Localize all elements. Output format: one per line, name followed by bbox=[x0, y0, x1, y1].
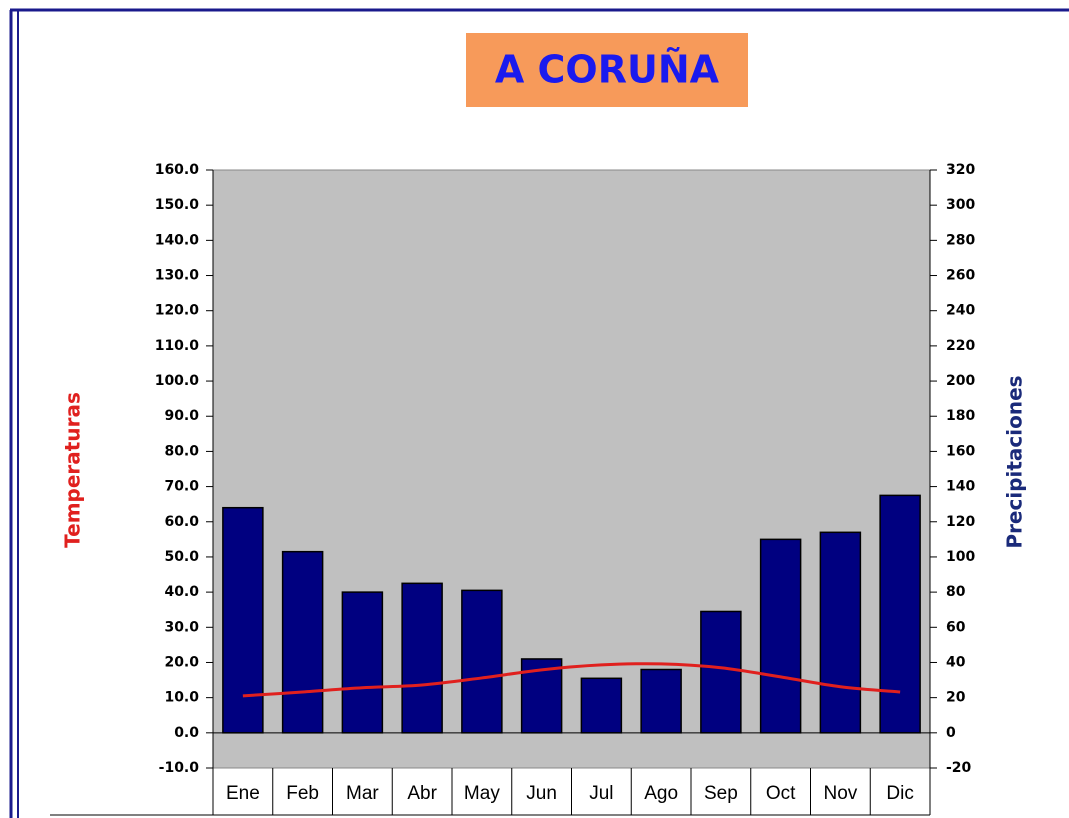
x-tick-label: Jul bbox=[589, 783, 613, 804]
y2-tick-label: 20 bbox=[946, 690, 966, 706]
temperature-line bbox=[242, 662, 901, 698]
x-tick-label: Jun bbox=[526, 783, 557, 804]
x-tick-label: Ago bbox=[644, 783, 678, 804]
x-tick-label: Mar bbox=[346, 783, 379, 804]
x-tick-label: Sep bbox=[704, 783, 738, 804]
y2-tick-label: 220 bbox=[946, 338, 975, 354]
bar bbox=[341, 591, 384, 734]
bar bbox=[580, 677, 623, 734]
y-tick-label: 140.0 bbox=[155, 232, 200, 248]
y-tick-label: 110.0 bbox=[155, 338, 200, 354]
y-tick-label: 100.0 bbox=[155, 373, 200, 389]
y2-tick-label: 120 bbox=[946, 514, 975, 530]
x-tick-label: Feb bbox=[286, 783, 319, 804]
bar bbox=[222, 506, 264, 734]
y-tick-label: 120.0 bbox=[155, 303, 200, 319]
y-tick-label: 90.0 bbox=[164, 408, 199, 424]
x-tick-label: Abr bbox=[407, 783, 437, 804]
y2-tick-label: 240 bbox=[946, 303, 975, 319]
x-tick-label: May bbox=[464, 783, 500, 804]
y2-tick-label: 80 bbox=[946, 584, 966, 600]
y-tick-label: 60.0 bbox=[164, 514, 199, 530]
y-tick-label: 50.0 bbox=[164, 549, 199, 565]
bar bbox=[281, 550, 324, 734]
y2-tick-label: 0 bbox=[946, 725, 956, 741]
y2-tick-label: 180 bbox=[946, 408, 975, 424]
x-tick-label: Oct bbox=[766, 783, 796, 804]
y-tick-label: 10.0 bbox=[164, 690, 199, 706]
y2-tick-label: 320 bbox=[946, 162, 975, 178]
y-tick-label: 20.0 bbox=[164, 654, 199, 670]
y2-tick-label: 200 bbox=[946, 373, 975, 389]
y2-tick-label: -20 bbox=[946, 760, 972, 776]
y2-tick-label: 60 bbox=[946, 619, 966, 635]
y-tick-label: 0.0 bbox=[174, 725, 199, 741]
y-tick-label: -10.0 bbox=[159, 760, 200, 776]
bar bbox=[401, 582, 443, 734]
y2-tick-label: 40 bbox=[946, 654, 966, 670]
y-tick-label: 150.0 bbox=[155, 197, 200, 213]
chart-title: A CORUÑA bbox=[495, 48, 720, 92]
y2-tick-label: 100 bbox=[946, 549, 975, 565]
y-tick-label: 80.0 bbox=[164, 443, 199, 459]
x-tick-label: Dic bbox=[886, 783, 913, 804]
bar bbox=[759, 538, 802, 734]
bar bbox=[819, 531, 862, 734]
y2-tick-label: 300 bbox=[946, 197, 975, 213]
y-tick-label: 40.0 bbox=[164, 584, 199, 600]
y2-tick-label: 260 bbox=[946, 268, 975, 284]
title-box bbox=[466, 33, 748, 107]
bar bbox=[461, 589, 503, 734]
y2-axis-label: Precipitaciones bbox=[1003, 375, 1027, 548]
y-tick-label: 160.0 bbox=[155, 162, 200, 178]
bar bbox=[879, 494, 921, 734]
y-tick-label: 130.0 bbox=[155, 268, 200, 284]
x-tick-label: Nov bbox=[823, 783, 857, 804]
y2-tick-label: 280 bbox=[946, 232, 975, 248]
y-tick-label: 30.0 bbox=[164, 619, 199, 635]
bar bbox=[640, 668, 682, 734]
y-tick-label: 70.0 bbox=[164, 479, 199, 495]
bar bbox=[700, 610, 742, 734]
y-axis-label: Temperaturas bbox=[61, 392, 85, 548]
y2-tick-label: 160 bbox=[946, 443, 975, 459]
y2-tick-label: 140 bbox=[946, 479, 975, 495]
x-tick-label: Ene bbox=[226, 783, 260, 804]
